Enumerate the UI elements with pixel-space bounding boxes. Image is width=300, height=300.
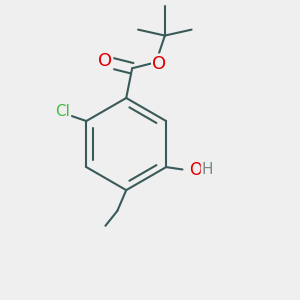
Text: Cl: Cl	[55, 104, 70, 119]
Text: O: O	[98, 52, 112, 70]
Text: O: O	[189, 161, 202, 179]
Text: O: O	[152, 55, 167, 73]
Text: H: H	[202, 162, 214, 177]
